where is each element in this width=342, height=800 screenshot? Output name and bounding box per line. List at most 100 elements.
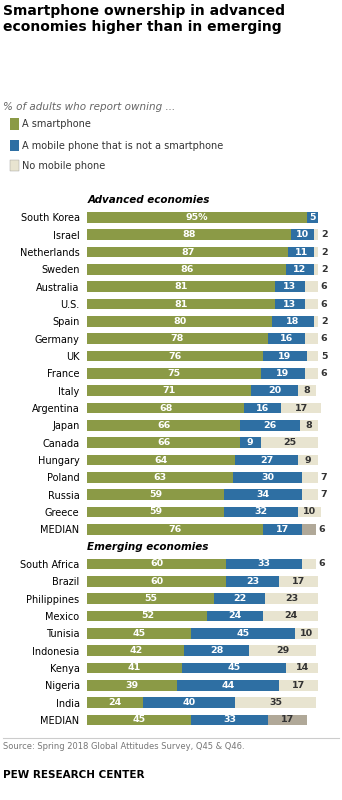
Bar: [226, 558, 302, 570]
Text: 10: 10: [296, 230, 309, 239]
Bar: [261, 438, 318, 448]
Text: 6: 6: [318, 559, 325, 569]
Bar: [235, 454, 298, 466]
Bar: [87, 490, 224, 500]
Bar: [87, 246, 288, 258]
Bar: [87, 454, 235, 466]
Bar: [300, 420, 318, 430]
Text: 24: 24: [108, 698, 122, 707]
Bar: [302, 558, 316, 570]
Text: 45: 45: [227, 663, 241, 672]
Bar: [275, 298, 305, 310]
Text: 2: 2: [321, 230, 327, 239]
Bar: [87, 714, 191, 726]
Text: 75: 75: [167, 369, 181, 378]
Text: 8: 8: [306, 421, 313, 430]
Text: 44: 44: [222, 681, 235, 690]
Bar: [214, 594, 265, 604]
Bar: [224, 490, 302, 500]
Bar: [272, 316, 314, 326]
Bar: [226, 576, 279, 586]
Text: 45: 45: [237, 629, 250, 638]
Bar: [87, 368, 261, 378]
Bar: [305, 282, 318, 292]
Bar: [87, 576, 226, 586]
Text: 76: 76: [169, 351, 182, 361]
Text: 10: 10: [300, 629, 314, 638]
Bar: [191, 628, 295, 638]
Bar: [87, 680, 177, 690]
Text: 78: 78: [171, 334, 184, 343]
Text: Smartphone ownership in advanced
economies higher than in emerging: Smartphone ownership in advanced economi…: [3, 4, 286, 34]
Bar: [263, 524, 302, 534]
Text: 2: 2: [321, 317, 327, 326]
Text: 9: 9: [305, 455, 311, 465]
Bar: [87, 438, 240, 448]
Text: 63: 63: [154, 473, 167, 482]
Text: 45: 45: [133, 715, 146, 724]
Text: 13: 13: [283, 282, 296, 291]
Text: 24: 24: [284, 611, 297, 621]
Text: 40: 40: [182, 698, 196, 707]
Bar: [87, 558, 226, 570]
Text: 17: 17: [292, 681, 305, 690]
Bar: [314, 230, 318, 240]
Text: 7: 7: [321, 490, 327, 499]
Bar: [263, 610, 318, 622]
Text: A smartphone: A smartphone: [22, 119, 91, 129]
Text: 95%: 95%: [186, 213, 208, 222]
Text: No mobile phone: No mobile phone: [22, 161, 105, 170]
Bar: [87, 298, 275, 310]
Text: 42: 42: [129, 646, 142, 655]
Text: 71: 71: [163, 386, 176, 395]
Text: 17: 17: [276, 525, 289, 534]
Bar: [245, 402, 281, 414]
Bar: [235, 697, 316, 708]
Bar: [87, 662, 182, 674]
Bar: [275, 282, 305, 292]
Text: 8: 8: [304, 386, 310, 395]
Text: 52: 52: [141, 611, 154, 621]
Text: 20: 20: [268, 386, 281, 395]
Text: 32: 32: [254, 507, 267, 517]
Text: 16: 16: [279, 334, 293, 343]
Bar: [233, 472, 302, 482]
Text: 59: 59: [149, 490, 162, 499]
Text: 60: 60: [150, 577, 163, 586]
Bar: [305, 298, 318, 310]
Bar: [295, 628, 318, 638]
Text: 2: 2: [321, 248, 327, 257]
Text: 87: 87: [181, 248, 195, 257]
Bar: [87, 610, 208, 622]
Text: 19: 19: [276, 369, 289, 378]
Bar: [87, 334, 267, 344]
Text: 14: 14: [295, 663, 309, 672]
Text: 88: 88: [182, 230, 196, 239]
Bar: [265, 594, 318, 604]
Bar: [302, 472, 318, 482]
Text: 33: 33: [223, 715, 236, 724]
Bar: [302, 490, 318, 500]
Bar: [305, 368, 318, 378]
Bar: [87, 646, 184, 656]
Bar: [249, 646, 316, 656]
Bar: [87, 212, 307, 223]
Bar: [302, 524, 316, 534]
Text: 23: 23: [285, 594, 299, 603]
Bar: [240, 420, 300, 430]
Text: 81: 81: [174, 282, 187, 291]
Text: 17: 17: [292, 577, 305, 586]
Bar: [87, 472, 233, 482]
Text: 80: 80: [173, 317, 186, 326]
Bar: [87, 350, 263, 362]
Bar: [298, 386, 316, 396]
Text: 24: 24: [228, 611, 242, 621]
Bar: [263, 350, 307, 362]
Text: 6: 6: [321, 369, 327, 378]
Bar: [288, 246, 314, 258]
Text: 33: 33: [258, 559, 271, 569]
Text: 22: 22: [233, 594, 247, 603]
Bar: [307, 350, 318, 362]
Text: 25: 25: [283, 438, 296, 447]
Text: 35: 35: [269, 698, 282, 707]
